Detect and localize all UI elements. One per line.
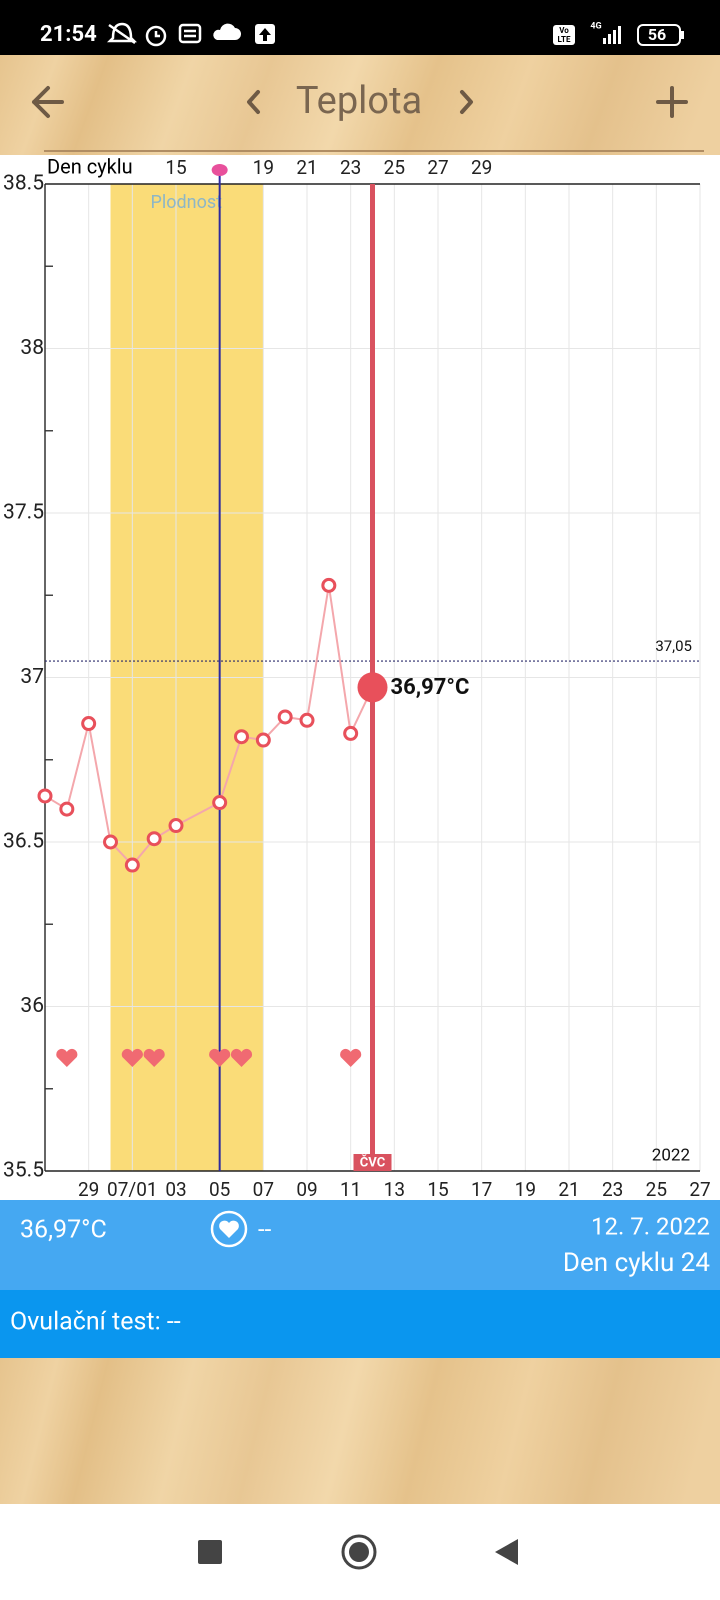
- battery-icon: [637, 24, 681, 46]
- current-day-label: ČVC: [360, 1154, 386, 1170]
- info-cycle-day: Den cyklu 24: [563, 1248, 710, 1278]
- x-tick-label: 27: [689, 1178, 710, 1201]
- intercourse-heart: [56, 1048, 78, 1067]
- battery-level: 56: [648, 25, 666, 44]
- volte-icon: [553, 25, 575, 45]
- temperature-point: [299, 712, 315, 728]
- info-date: 12. 7. 2022: [591, 1212, 710, 1240]
- temperature-point: [321, 577, 337, 593]
- top-tick-label: 25: [384, 156, 405, 179]
- temperature-point: [59, 801, 75, 817]
- y-tick-label: 36: [20, 994, 44, 1018]
- intercourse-heart: [209, 1048, 231, 1067]
- temperature-point: [168, 818, 184, 834]
- chart: 35.5 36 36.5 37 37.5 38 38.5 29 07/01 03 05 07 09 11 1…: [3, 156, 711, 1201]
- x-tick-label: 11: [340, 1178, 361, 1201]
- x-tick-label: 03: [165, 1178, 186, 1201]
- y-tick-label: 38: [20, 336, 44, 360]
- temperature-point: [234, 729, 249, 745]
- intercourse-heart: [340, 1048, 362, 1067]
- current-point: [357, 672, 388, 703]
- x-tick-label: 07/01: [107, 1178, 158, 1201]
- x-tick-label: 21: [558, 1178, 579, 1201]
- nav-home[interactable]: [341, 1534, 377, 1570]
- network-type: 4G: [590, 21, 601, 31]
- temperature-point: [277, 709, 293, 725]
- ovulation-marker: [211, 164, 228, 176]
- x-tick-label: 19: [515, 1178, 536, 1201]
- info-temperature: 36,97°C: [20, 1216, 107, 1245]
- volte-text: Vo: [559, 26, 569, 35]
- x-tick-label: 09: [296, 1178, 317, 1201]
- reference-label: 37,05: [655, 637, 692, 655]
- signal-icon: [603, 26, 621, 44]
- top-tick-label: 21: [296, 156, 317, 179]
- status-time: 21:54: [40, 22, 97, 47]
- info-intercourse: --: [258, 1215, 272, 1243]
- y-tick-label: 37: [20, 665, 44, 689]
- intercourse-heart: [230, 1048, 253, 1067]
- info-panel: [0, 1200, 720, 1290]
- prev-button[interactable]: [247, 90, 260, 114]
- intercourse-icon: [210, 1210, 248, 1248]
- x-tick-label: 17: [471, 1178, 492, 1201]
- battery-tip: [681, 31, 684, 39]
- temperature-point: [343, 725, 359, 741]
- x-tick-label: 29: [78, 1178, 99, 1201]
- y-tick-label: 36.5: [3, 830, 44, 854]
- ovulation-test: Ovulační test: --: [10, 1308, 181, 1337]
- fertile-label: Plodnost: [151, 192, 223, 213]
- y-tick-label: 38.5: [3, 172, 44, 196]
- y-tick-label: 35.5: [3, 1159, 44, 1183]
- intercourse-heart: [121, 1048, 143, 1067]
- x-tick-label: 25: [646, 1178, 667, 1201]
- nav-back[interactable]: [495, 1539, 518, 1565]
- x-tick-label: 05: [209, 1178, 230, 1201]
- temperature-point: [81, 716, 97, 732]
- temperature-point: [146, 831, 162, 847]
- top-axis-label: Den cyklu: [47, 154, 133, 178]
- temperature-point: [124, 857, 140, 873]
- top-tick-label: 29: [471, 156, 492, 179]
- temperature-point: [212, 795, 228, 811]
- top-tick-label: 19: [253, 156, 274, 179]
- heart-icon: [219, 1220, 239, 1238]
- status-bar: [0, 0, 720, 55]
- y-tick-label: 37.5: [3, 501, 44, 525]
- header: [0, 55, 720, 155]
- x-tick-label: 23: [602, 1178, 623, 1201]
- nav-home-dot: [349, 1542, 369, 1562]
- temperature-point: [37, 788, 53, 804]
- x-tick-label: 13: [384, 1178, 405, 1201]
- current-day-badge: [353, 1154, 392, 1171]
- back-button[interactable]: [32, 86, 64, 118]
- top-tick-label: 27: [427, 156, 448, 179]
- x-tick-label: 07: [253, 1178, 274, 1201]
- header-title: Teplota: [296, 79, 422, 123]
- top-tick-label: 23: [340, 156, 361, 179]
- temperature-point: [103, 834, 118, 850]
- top-tick-label: 15: [165, 156, 186, 179]
- add-button[interactable]: [656, 86, 688, 118]
- year-label: 2022: [652, 1145, 690, 1165]
- value-label: 36,97°C: [391, 675, 470, 700]
- ovulation-test-panel: [0, 1290, 720, 1358]
- x-tick-label: 15: [427, 1178, 448, 1201]
- next-button[interactable]: [460, 90, 473, 114]
- nav-recents[interactable]: [198, 1540, 222, 1564]
- footer-wood: [0, 1358, 720, 1504]
- upload-icon: [259, 28, 271, 41]
- volte-text: LTE: [558, 35, 571, 44]
- intercourse-heart: [143, 1048, 165, 1067]
- temperature-point: [255, 732, 271, 748]
